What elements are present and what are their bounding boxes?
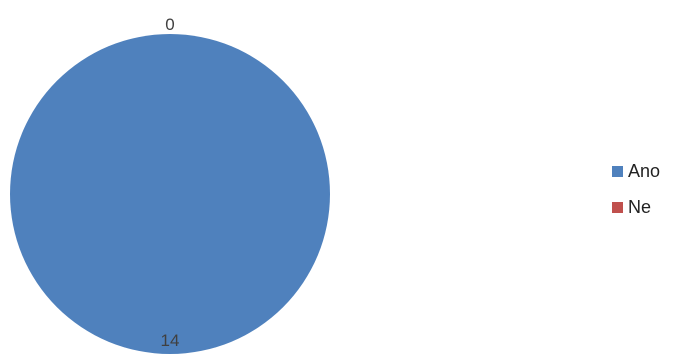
data-label-ano: 14	[161, 331, 180, 350]
legend-swatch-ano	[612, 165, 623, 177]
pie-slices	[10, 34, 330, 354]
pie-data-labels: 14 0	[161, 15, 180, 350]
legend-item-ne: Ne	[612, 196, 660, 218]
legend: Ano Ne	[612, 160, 660, 232]
legend-label-ne: Ne	[628, 196, 652, 217]
slice-ano	[10, 34, 330, 354]
legend-item-ano: Ano	[612, 160, 660, 182]
legend-label-ano: Ano	[628, 160, 661, 181]
legend-swatch-ne	[612, 201, 623, 213]
data-label-ne: 0	[165, 15, 174, 34]
